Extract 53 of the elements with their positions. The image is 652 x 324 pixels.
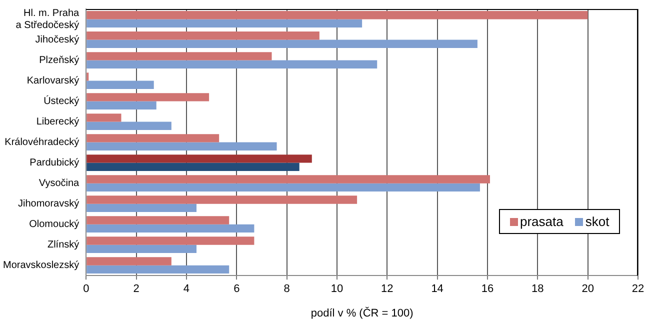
y-tick-label: Jihočeský (35, 34, 80, 46)
bar (86, 162, 300, 172)
x-tick-label: 16 (481, 283, 494, 296)
bar (86, 52, 272, 60)
bar (86, 196, 358, 204)
bar (86, 11, 588, 20)
y-tick-label: Vysočina (38, 178, 80, 190)
bar (86, 40, 478, 48)
x-tick-label: 12 (381, 283, 394, 296)
bar (86, 93, 210, 102)
y-tick-label: Moravskoslezský (2, 260, 80, 272)
y-tick-label: Plzeňský (39, 55, 80, 66)
bar (86, 175, 490, 184)
bar (86, 257, 172, 266)
bar (86, 32, 320, 40)
bar (86, 101, 156, 110)
bar (86, 183, 480, 192)
x-tick-label: 18 (532, 283, 544, 296)
x-tick-label: 0 (83, 283, 90, 296)
x-tick-label: 22 (632, 283, 644, 296)
bar (86, 60, 378, 68)
bar (86, 236, 254, 245)
x-tick-label: 10 (330, 283, 344, 296)
x-tick-label: 4 (183, 283, 190, 296)
bar (86, 114, 122, 122)
x-tick-label: 20 (582, 283, 594, 296)
bar (86, 122, 172, 130)
x-tick-label: 8 (284, 283, 290, 296)
y-tick-label: Pardubický (30, 158, 80, 169)
y-tick-label: Olomoucký (29, 219, 80, 230)
bar (86, 154, 312, 163)
bar (86, 224, 254, 233)
y-tick-label: Ústecký (44, 95, 80, 108)
bar (86, 204, 197, 212)
bar (86, 216, 230, 224)
x-tick-label: 6 (234, 283, 240, 296)
y-tick-label: Hl. m. Praha a Středočeský (16, 8, 80, 32)
bar (86, 80, 154, 89)
x-tick-label: 2 (133, 283, 140, 296)
bar (86, 265, 230, 274)
y-tick-label: Liberecký (36, 116, 80, 128)
bar (86, 142, 277, 151)
bar (86, 19, 362, 28)
y-tick-label: Královéhradecký (4, 137, 80, 148)
y-tick-label: Jihomoravský (18, 198, 80, 210)
y-tick-label: Zlínský (47, 240, 80, 251)
legend-label: prasata (519, 214, 564, 229)
x-tick-label: 14 (431, 283, 444, 296)
y-tick-label: Karlovarský (26, 76, 80, 87)
legend-label: skot (584, 214, 610, 229)
x-axis-title: podíl v % (ČR = 100) (310, 306, 414, 320)
bar (86, 134, 220, 142)
bar (86, 244, 197, 254)
